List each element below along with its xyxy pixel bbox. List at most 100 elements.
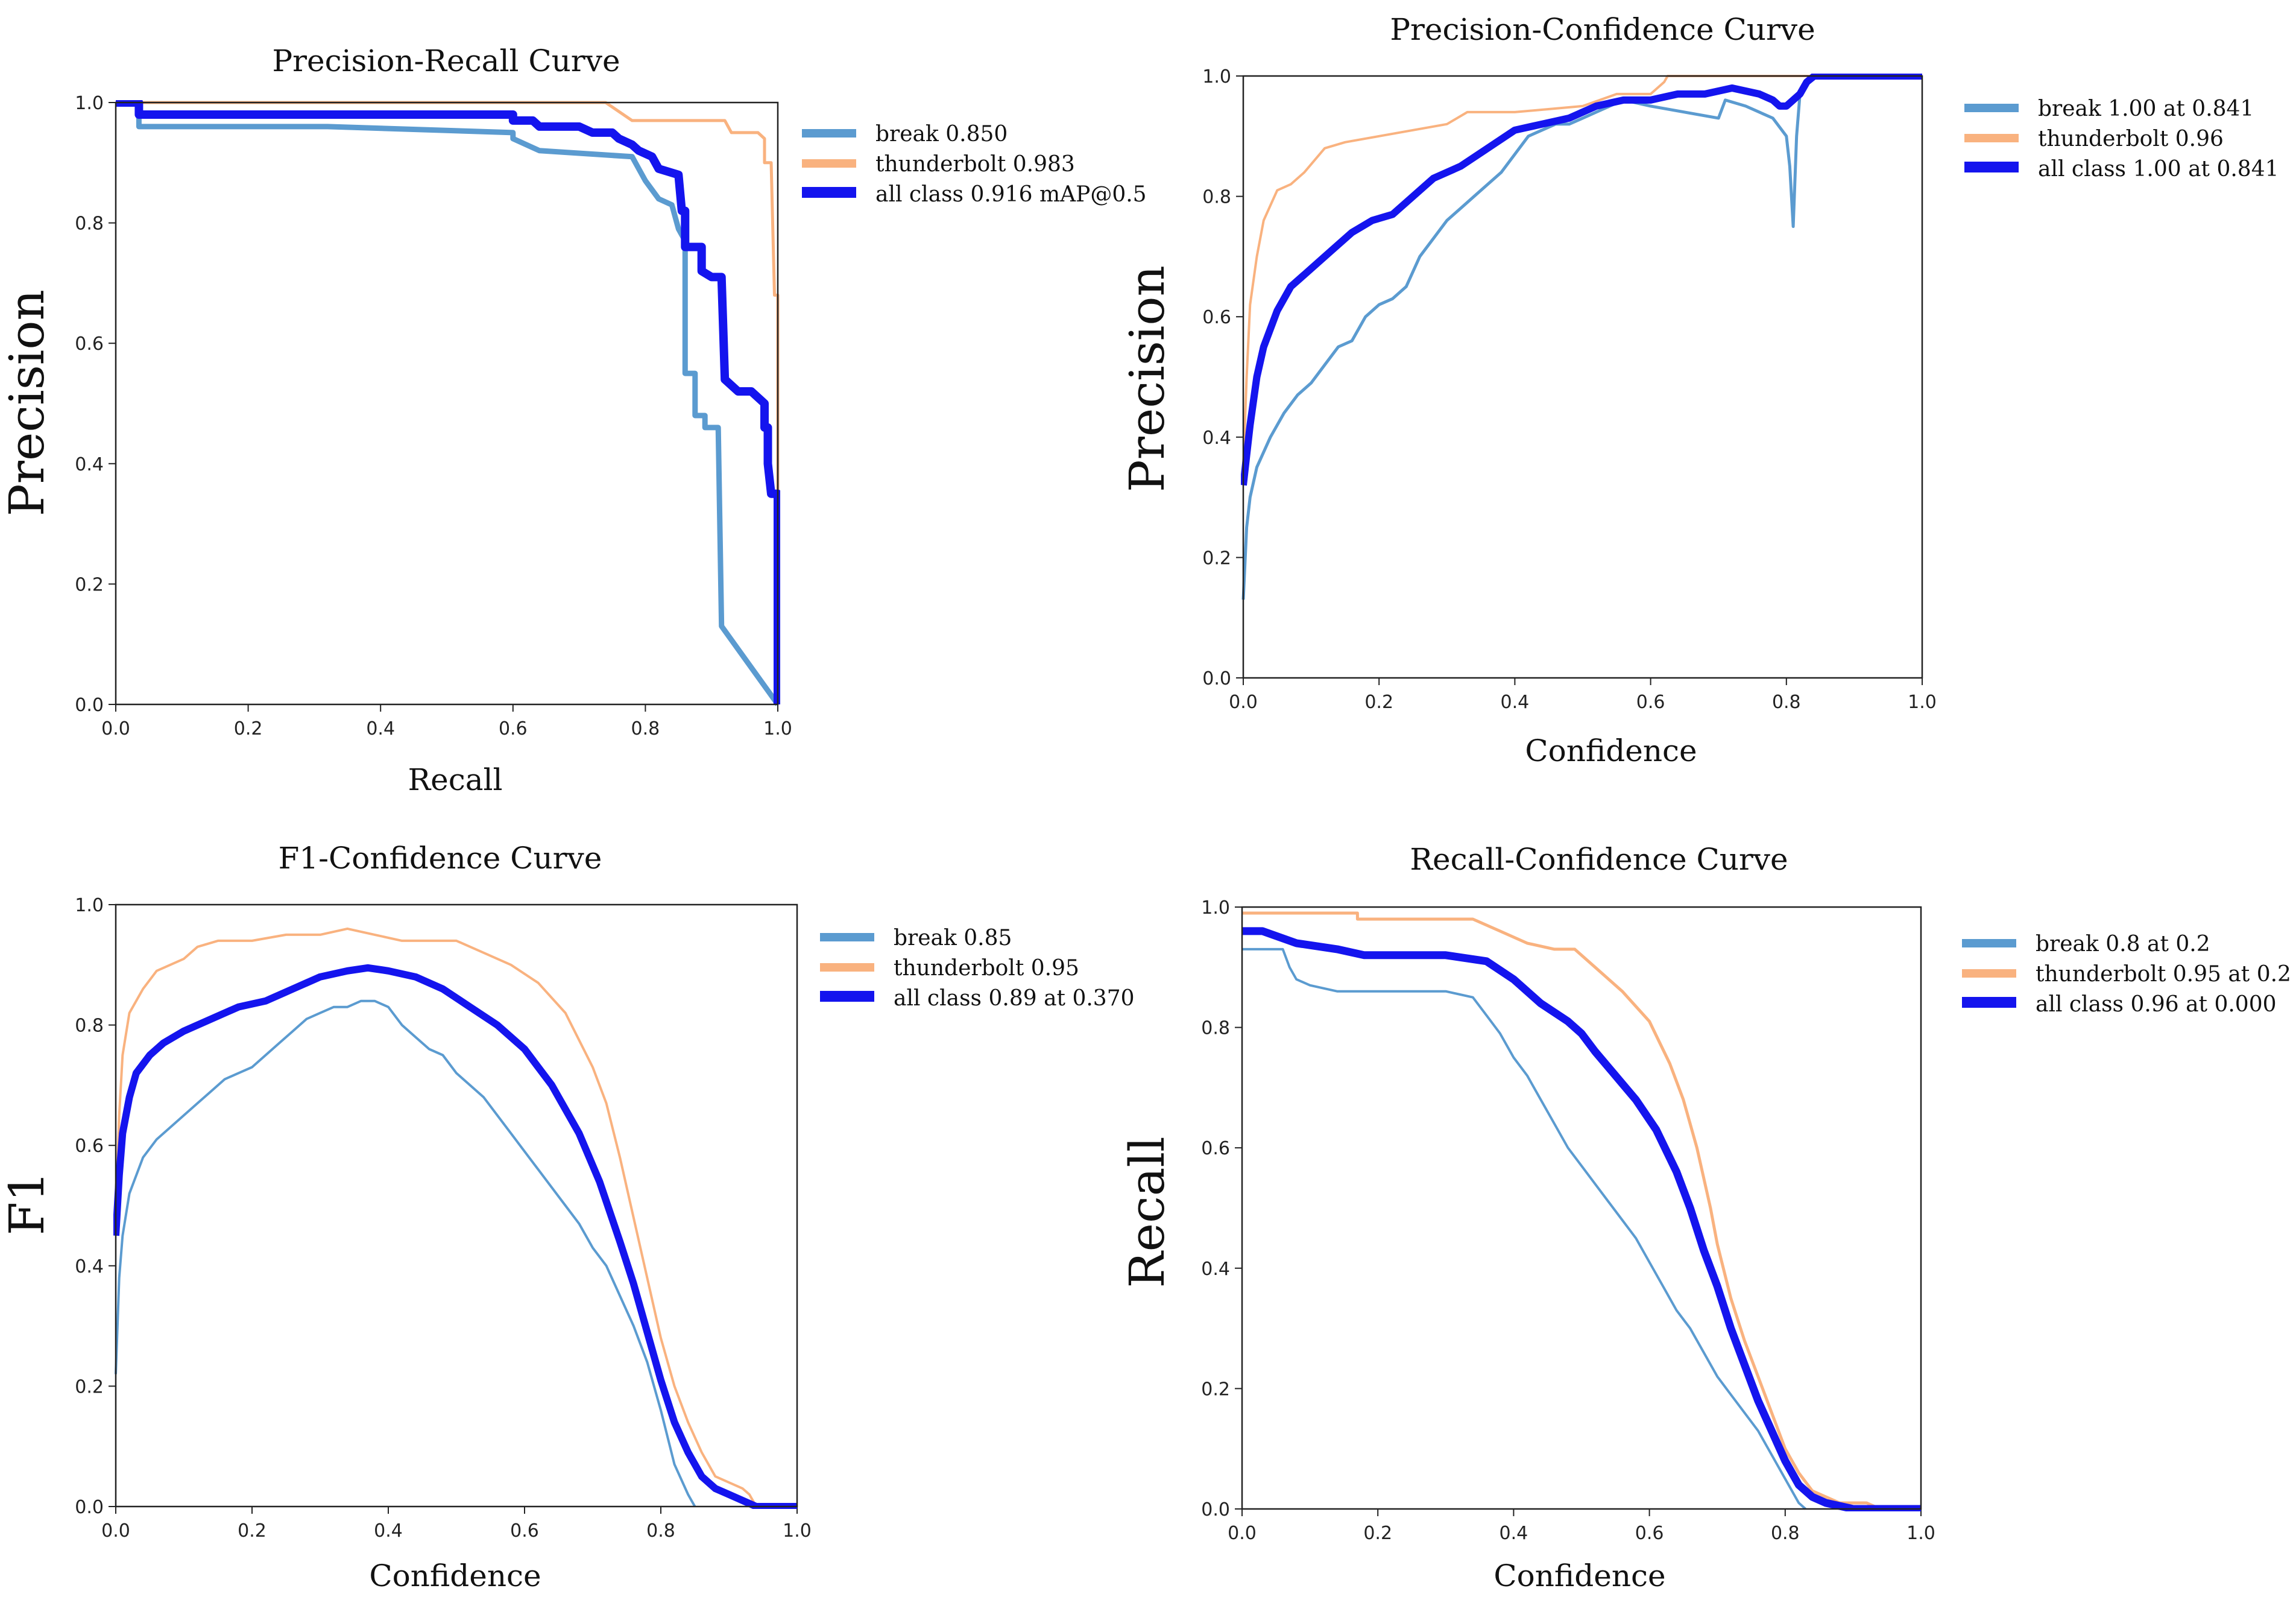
f1-series-thunderbolt	[115, 927, 757, 1507]
rc-x-tick-label: 0.6	[1635, 1523, 1664, 1544]
pr-series-break	[116, 100, 780, 706]
rc-y-tick-label: 0.4	[1201, 1259, 1230, 1280]
f1-title: F1-Confidence Curve	[279, 841, 602, 876]
f1-legend-label: thunderbolt 0.95	[894, 956, 1079, 981]
pr-y-tick-label: 1.0	[75, 93, 104, 114]
pc-legend-swatch-all	[1964, 162, 2019, 172]
rc-plot-frame	[1241, 906, 1922, 1510]
pc-y-tick-label: 0.2	[1202, 548, 1231, 569]
f1-y-axis-label: F1	[0, 1171, 55, 1235]
f1-chart: F1-Confidence Curve 0.0 0.2 0.4 0.6 0.8 1.0 0.0…	[0, 841, 1135, 1593]
f1-x-tick-label: 0.8	[646, 1520, 675, 1542]
rc-legend-label: all class 0.96 at 0.000	[2036, 992, 2277, 1017]
pr-x-tick-label: 1.0	[763, 718, 792, 739]
pr-y-tick-label: 0.0	[75, 695, 104, 716]
pc-series-break	[1241, 74, 1922, 600]
rc-y-tick-label: 0.0	[1201, 1499, 1230, 1520]
rc-x-tick-label: 0.2	[1363, 1523, 1392, 1544]
pr-y-tick-label: 0.2	[75, 574, 104, 595]
pr-legend-swatch-all	[802, 187, 856, 198]
pr-series-thunderbolt	[116, 101, 780, 494]
pc-legend-swatch-break	[1964, 104, 2019, 112]
f1-y-tick-label: 0.8	[75, 1016, 104, 1037]
f1-legend-swatch-all	[820, 991, 874, 1002]
f1-x-tick-label: 0.2	[238, 1520, 266, 1542]
f1-x-tick-label: 0.4	[374, 1520, 403, 1542]
rc-y-tick-label: 0.2	[1201, 1379, 1230, 1400]
pr-y-axis-label: Precision	[0, 289, 55, 516]
rc-title: Recall-Confidence Curve	[1410, 842, 1788, 877]
f1-y-tick-label: 0.2	[75, 1376, 104, 1397]
rc-legend-label: thunderbolt 0.95 at 0.2	[2036, 962, 2291, 987]
pc-y-tick-label: 0.6	[1202, 307, 1231, 328]
pr-title: Precision-Recall Curve	[272, 43, 620, 78]
pc-x-tick-label: 0.4	[1501, 692, 1530, 713]
pr-legend-label: all class 0.916 mAP@0.5	[875, 182, 1147, 207]
f1-plot-frame	[115, 903, 798, 1508]
pr-x-tick-label: 0.4	[366, 718, 395, 739]
pc-series-all	[1241, 74, 1922, 486]
f1-series-break	[115, 999, 696, 1507]
pc-legend-label: all class 1.00 at 0.841	[2038, 157, 2279, 182]
f1-series-all	[113, 964, 797, 1509]
f1-x-tick-label: 0.0	[101, 1520, 130, 1542]
pc-x-tick-label: 0.2	[1364, 692, 1393, 713]
rc-y-tick-label: 0.8	[1201, 1018, 1230, 1039]
pr-x-axis-label: Recall	[408, 762, 502, 797]
pr-series-all	[116, 100, 780, 704]
pc-x-tick-label: 1.0	[1908, 692, 1937, 713]
pc-series-thunderbolt	[1242, 75, 1922, 467]
rc-series-all	[1242, 927, 1921, 1511]
pr-y-tick-label: 0.8	[75, 213, 104, 235]
f1-series-group	[113, 927, 797, 1509]
rc-y-tick-label: 0.6	[1201, 1138, 1230, 1159]
f1-x-tick-label: 0.6	[510, 1520, 539, 1542]
pc-y-tick-label: 0.0	[1202, 668, 1231, 689]
rc-legend-label: break 0.8 at 0.2	[2036, 932, 2210, 957]
pr-x-tick-label: 0.6	[499, 718, 528, 739]
pr-plot-frame	[115, 101, 779, 706]
pr-x-tick-label: 0.0	[101, 718, 130, 739]
pc-plot-frame	[1242, 75, 1923, 679]
rc-x-tick-label: 0.0	[1228, 1523, 1257, 1544]
pc-y-tick-label: 0.4	[1202, 428, 1231, 449]
pc-chart: Precision-Confidence Curve 0.0 0.2 0.4 0.6 0.…	[1119, 12, 2279, 768]
rc-x-tick-label: 0.8	[1771, 1523, 1800, 1544]
f1-legend-label: break 0.85	[894, 926, 1012, 950]
rc-series-thunderbolt	[1242, 911, 1881, 1511]
pr-legend-swatch-thunderbolt	[802, 159, 856, 168]
pc-x-tick-label: 0.8	[1772, 692, 1801, 713]
pc-x-tick-label: 0.0	[1229, 692, 1258, 713]
rc-legend-swatch-all	[1962, 997, 2016, 1008]
rc-y-tick-label: 1.0	[1201, 897, 1230, 919]
pr-y-tick-label: 0.4	[75, 454, 104, 475]
f1-legend-swatch-thunderbolt	[820, 963, 874, 972]
pc-legend-label: thunderbolt 0.96	[2038, 127, 2224, 151]
pr-series-group	[116, 100, 780, 706]
f1-y-tick-label: 0.6	[75, 1136, 104, 1157]
pc-x-axis-label: Confidence	[1525, 733, 1697, 768]
pr-x-tick-label: 0.2	[234, 718, 263, 739]
f1-y-tick-label: 0.4	[75, 1256, 104, 1277]
pr-legend-swatch-break	[802, 129, 856, 138]
f1-legend-label: all class 0.89 at 0.370	[894, 986, 1135, 1011]
pr-chart: Precision-Recall Curve 0.0 0.2 0.4 0.6 0.8 1.0…	[0, 43, 1147, 797]
rc-legend-swatch-thunderbolt	[1962, 969, 2016, 978]
f1-x-tick-label: 1.0	[783, 1520, 812, 1542]
rc-legend-swatch-break	[1962, 939, 2016, 947]
pc-title: Precision-Confidence Curve	[1390, 12, 1815, 47]
rc-x-axis-label: Confidence	[1493, 1558, 1665, 1593]
pr-legend-label: break 0.850	[875, 122, 1008, 147]
rc-y-axis-label: Recall	[1119, 1136, 1175, 1288]
rc-chart: Recall-Confidence Curve 0.0 0.2 0.4 0.6 0.8 1.…	[1119, 842, 2291, 1593]
f1-x-axis-label: Confidence	[369, 1558, 541, 1593]
pc-y-tick-label: 0.8	[1202, 187, 1231, 208]
f1-legend-swatch-break	[820, 933, 874, 941]
rc-x-tick-label: 0.4	[1500, 1523, 1528, 1544]
rc-series-break	[1242, 947, 1806, 1510]
pc-y-tick-label: 1.0	[1202, 66, 1231, 87]
rc-series-group	[1242, 911, 1921, 1511]
pc-x-tick-label: 0.6	[1636, 692, 1665, 713]
pc-legend-swatch-thunderbolt	[1964, 134, 2019, 142]
